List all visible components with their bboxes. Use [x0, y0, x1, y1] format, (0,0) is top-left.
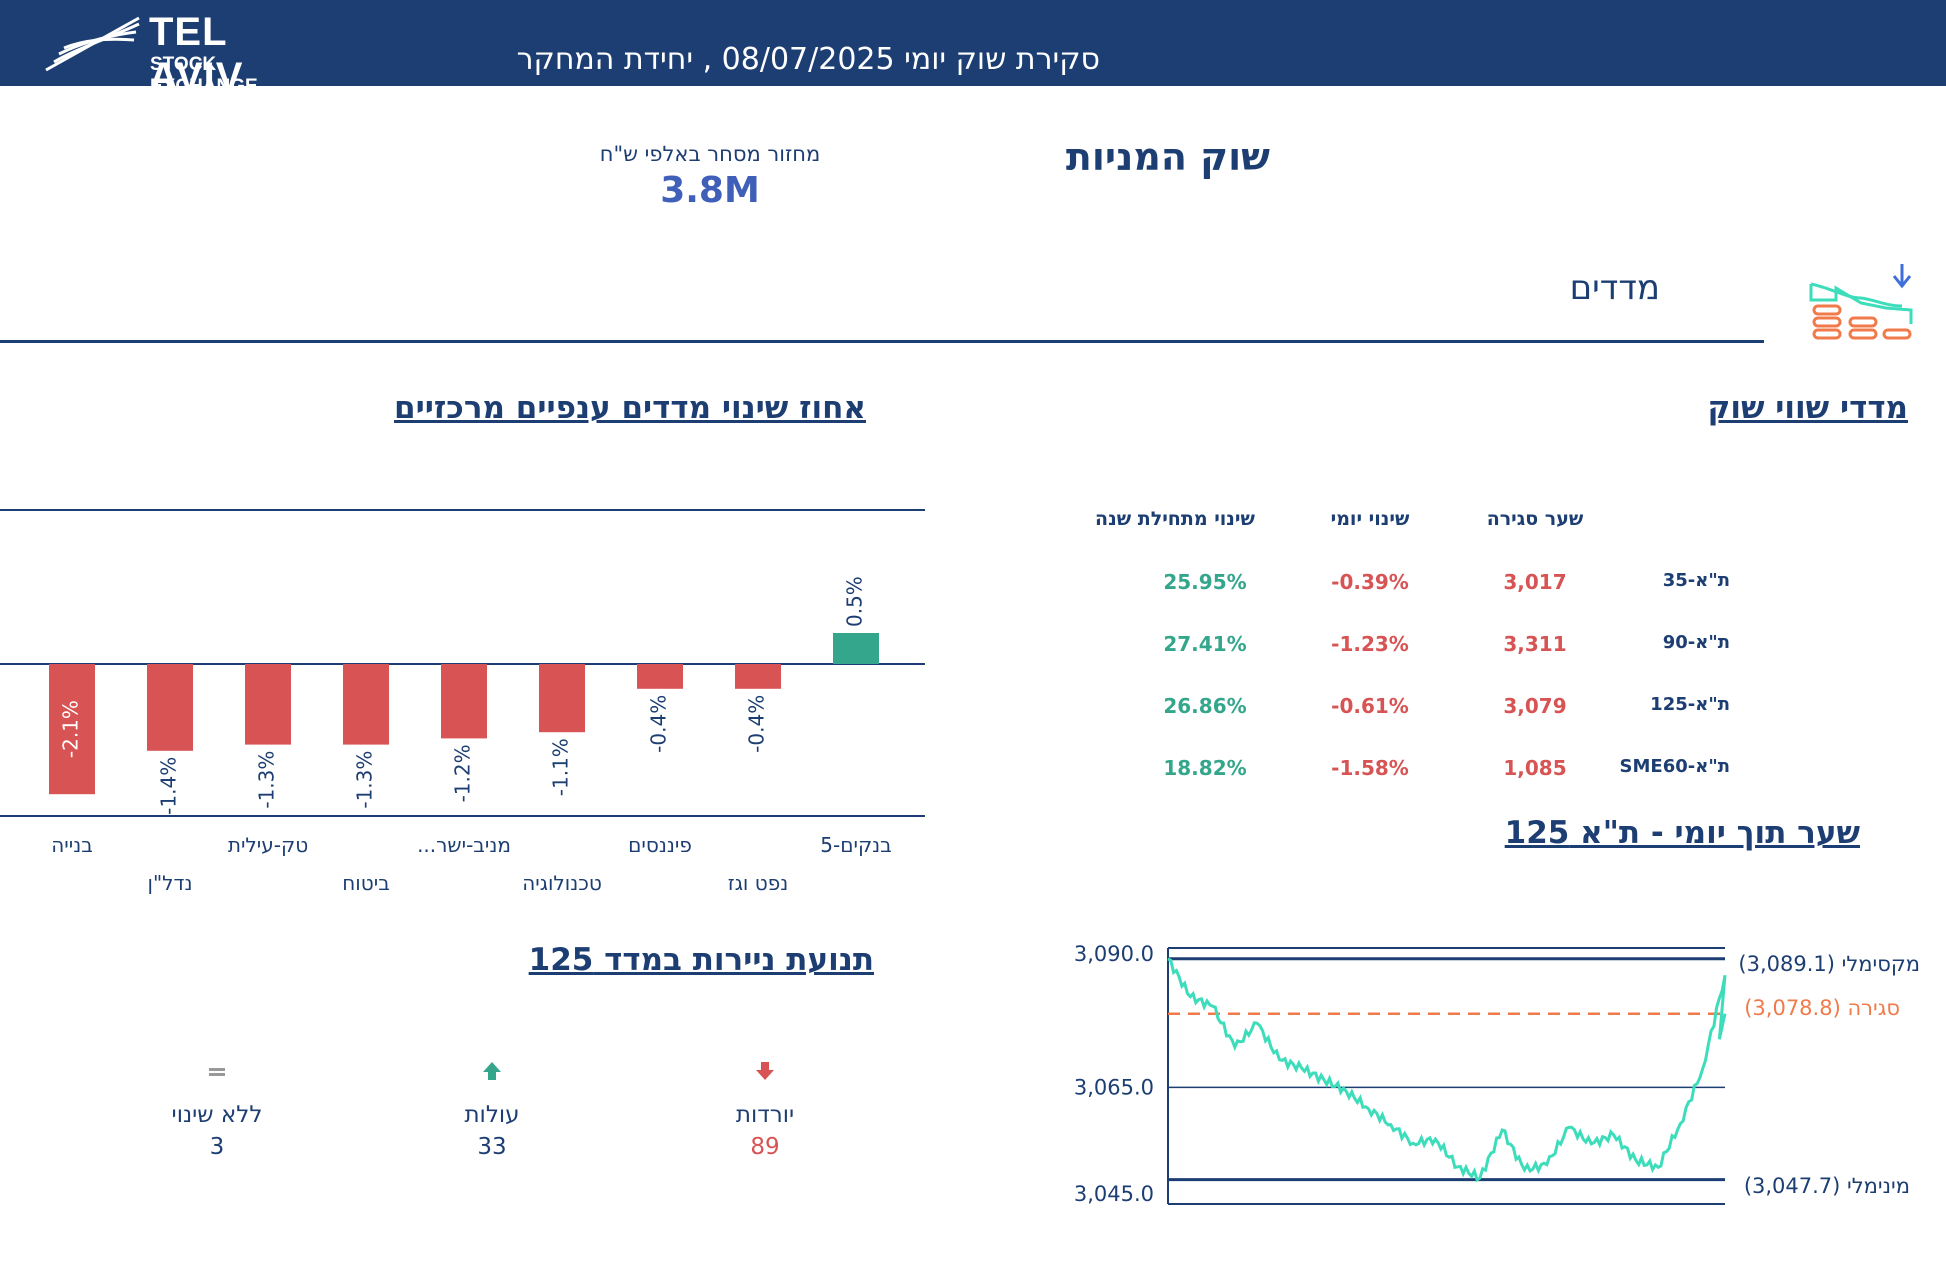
category-label: בנייה — [51, 833, 93, 857]
bar — [343, 664, 389, 745]
index-daily-change: -0.61% — [1331, 694, 1409, 718]
logo-subtitle: STOCK EXCHANGE — [150, 54, 258, 97]
turnover-value: 3.8M — [660, 170, 760, 211]
category-label: ביטוח — [342, 871, 390, 895]
index-close: 3,017 — [1503, 570, 1567, 594]
category-label: טק-עילית — [228, 833, 308, 857]
index-ytd-change: 18.82% — [1163, 756, 1247, 780]
table-row: ת"א-35 3,017 -0.39% 25.95% — [1080, 566, 1780, 606]
index-name: ת"א-SME60 — [1619, 756, 1730, 777]
y-tick-label: 3,090.0 — [1074, 942, 1154, 966]
flat-movement: ללא שינוי 3 — [150, 1060, 284, 1160]
index-chart-icon — [1806, 258, 1916, 352]
turnover-label: מחזור מסחר באלפי ש"ח — [599, 142, 821, 166]
intraday-series-line — [1167, 957, 1727, 1183]
equals-icon — [209, 1068, 225, 1076]
index-name: ת"א-90 — [1662, 632, 1730, 653]
bar-data-label: -1.3% — [255, 751, 279, 809]
index-close: 3,079 — [1503, 694, 1567, 718]
bar — [833, 633, 879, 664]
index-ytd-change: 25.95% — [1163, 570, 1247, 594]
col-header-ytd: שינוי מתחילת שנה — [1095, 508, 1255, 530]
index-daily-change: -1.58% — [1331, 756, 1409, 780]
category-label: נפט וגז — [728, 871, 788, 895]
section-divider — [0, 340, 1764, 343]
index-daily-change: -1.23% — [1331, 632, 1409, 656]
bar — [441, 664, 487, 739]
bar-data-label: -0.4% — [745, 695, 769, 753]
index-name: ת"א-125 — [1650, 694, 1730, 715]
category-label: טכנולוגיה — [522, 871, 602, 895]
up-count: 33 — [477, 1134, 507, 1160]
flat-label: ללא שינוי — [171, 1102, 263, 1128]
bar — [147, 664, 193, 751]
up-label: עולות — [464, 1102, 520, 1128]
section-title-stock-market: שוק המניות — [1065, 135, 1270, 179]
bar — [245, 664, 291, 745]
bar-data-label: -1.4% — [157, 757, 181, 815]
market-cap-title: מדדי שווי שוק — [1707, 390, 1909, 426]
logo-title: TEL AVIV — [149, 10, 244, 99]
min-price-label: מינימלי (3,047.7) — [1743, 1174, 1910, 1198]
bar-data-label: -2.1% — [59, 700, 83, 758]
sector-chart-title: אחוז שינוי מדדים ענפיים מרכזיים — [394, 390, 866, 426]
index-daily-change: -0.39% — [1331, 570, 1409, 594]
bar — [735, 664, 781, 689]
header-bar: TEL AVIV STOCK EXCHANGE סקירת שוק יומי 0… — [0, 0, 1946, 99]
index-close: 3,311 — [1503, 632, 1567, 656]
table-row: ת"א-125 3,079 -0.61% 26.86% — [1080, 690, 1780, 730]
movement-title: תנועת ניירות במדד 125 — [528, 942, 874, 978]
bar-data-label: -1.2% — [451, 744, 475, 802]
category-label: מניב-ישר... — [417, 833, 511, 857]
table-row: ת"א-SME60 1,085 -1.58% 18.82% — [1080, 752, 1780, 792]
report-title: סקירת שוק יומי 08/07/2025 , יחידת המחקר — [516, 42, 1100, 77]
bar-data-label: -0.4% — [647, 695, 671, 753]
down-movement: יורדות 89 — [705, 1060, 825, 1160]
intraday-chart-title: שער תוך יומי - ת"א 125 — [1504, 815, 1860, 851]
category-label: נדל"ן — [148, 871, 193, 895]
bar — [539, 664, 585, 733]
indices-section-label: מדדים — [1569, 268, 1660, 308]
sector-bar-chart: 0.5% בנקים-5 -0.4% נפט וגז -0.4% פיננסים -1.1%… — [0, 509, 925, 895]
index-ytd-change: 26.86% — [1163, 694, 1247, 718]
category-label: בנקים-5 — [820, 833, 891, 857]
tase-logo: TEL AVIV STOCK EXCHANGE — [44, 10, 314, 99]
up-arrow-icon — [483, 1062, 501, 1080]
down-count: 89 — [750, 1134, 780, 1160]
index-ytd-change: 27.41% — [1163, 632, 1247, 656]
close-price-label: סגירה (3,078.8) — [1744, 996, 1900, 1020]
index-name: ת"א-35 — [1662, 570, 1730, 591]
bar-data-label: -1.3% — [353, 751, 377, 809]
y-tick-label: 3,045.0 — [1074, 1182, 1154, 1206]
down-arrow-icon — [756, 1062, 774, 1080]
flat-count: 3 — [209, 1134, 225, 1160]
down-label: יורדות — [735, 1102, 795, 1128]
logo-wave-icon — [45, 16, 140, 72]
max-price-label: מקסימלי (3,089.1) — [1738, 952, 1920, 976]
y-tick-label: 3,065.0 — [1074, 1075, 1154, 1099]
table-row: ת"א-90 3,311 -1.23% 27.41% — [1080, 628, 1780, 668]
bar-data-label: -1.1% — [549, 738, 573, 796]
intraday-line-chart: 3,090.0 3,065.0 3,045.0 — [1074, 942, 1727, 1206]
up-movement: עולות 33 — [432, 1060, 552, 1160]
bar-data-label: 0.5% — [843, 576, 867, 627]
col-header-daily: שינוי יומי — [1330, 508, 1410, 530]
bar — [637, 664, 683, 689]
category-label: פיננסים — [628, 833, 692, 857]
bar — [49, 664, 95, 795]
col-header-close: שער סגירה — [1486, 508, 1584, 530]
index-close: 1,085 — [1503, 756, 1567, 780]
